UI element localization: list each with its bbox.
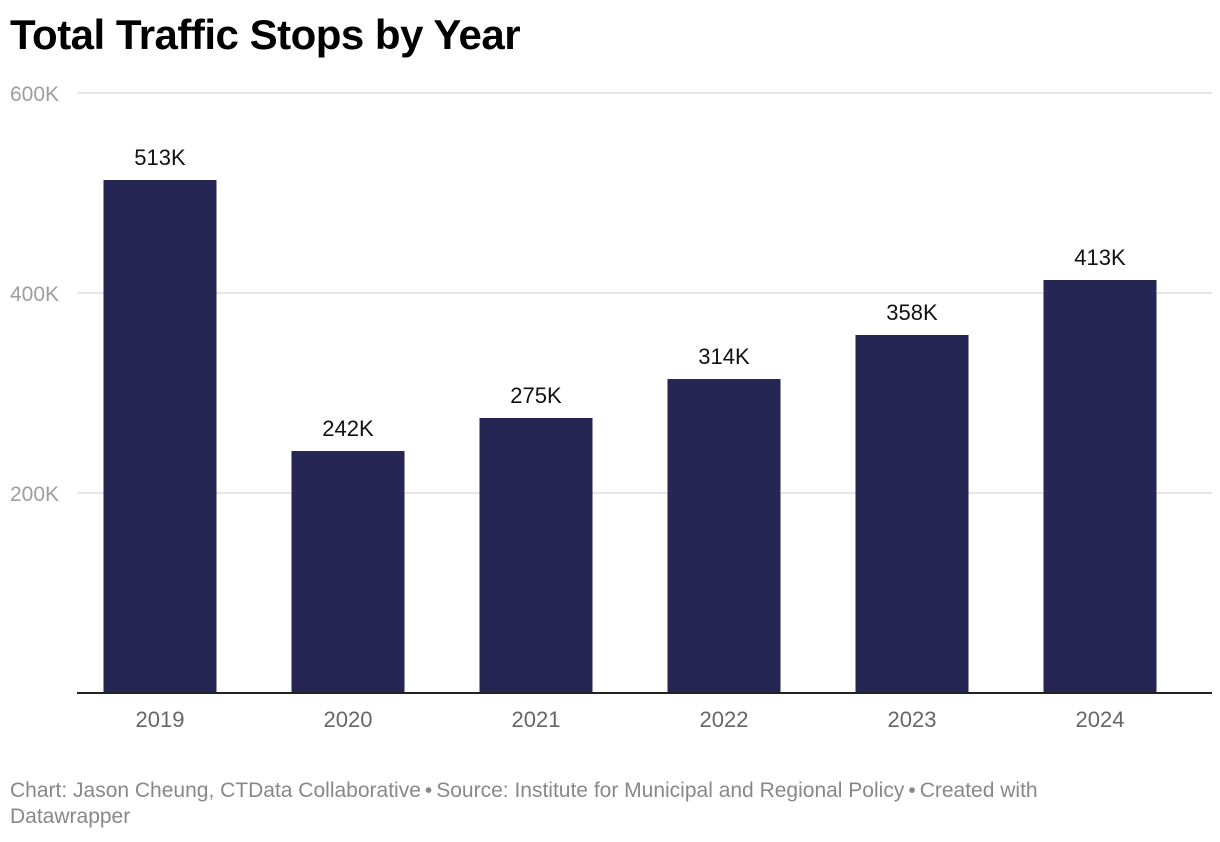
gridlines bbox=[77, 92, 1212, 494]
y-axis-ticks: 200K 400K 600K bbox=[10, 83, 59, 506]
footer-source: Source: Institute for Municipal and Regi… bbox=[436, 779, 905, 802]
bar bbox=[855, 335, 969, 693]
chart-title: Total Traffic Stops by Year bbox=[10, 11, 521, 58]
bar-value-label: 513K bbox=[134, 145, 186, 170]
bar bbox=[1043, 280, 1157, 693]
y-tick-label: 600K bbox=[10, 83, 59, 106]
y-tick-label: 400K bbox=[10, 283, 59, 306]
x-tick-label: 2022 bbox=[700, 707, 749, 732]
bars bbox=[103, 180, 1157, 693]
bar bbox=[291, 451, 405, 693]
bar-value-label: 413K bbox=[1074, 245, 1126, 270]
bar-chart: 200K 400K 600K 513K 242K 275K 314K 358K 413K 20… bbox=[10, 83, 1212, 732]
x-tick-label: 2019 bbox=[136, 707, 185, 732]
footer-separator: • bbox=[424, 779, 433, 802]
footer-credit: Chart: Jason Cheung, CTData Collaborativ… bbox=[10, 779, 421, 802]
bar-value-label: 242K bbox=[322, 416, 374, 441]
x-tick-label: 2021 bbox=[512, 707, 561, 732]
x-tick-label: 2020 bbox=[324, 707, 373, 732]
chart-footer: Chart: Jason Cheung, CTData Collaborativ… bbox=[10, 778, 1110, 830]
x-axis-ticks: 2019 2020 2021 2022 2023 2024 bbox=[136, 707, 1125, 732]
bar bbox=[479, 418, 593, 693]
bar bbox=[667, 379, 781, 693]
y-tick-label: 200K bbox=[10, 483, 59, 506]
bar bbox=[103, 180, 217, 693]
x-tick-label: 2023 bbox=[888, 707, 937, 732]
bar-value-label: 358K bbox=[886, 300, 938, 325]
footer-tool: Created with Datawrapper bbox=[10, 779, 1038, 828]
x-tick-label: 2024 bbox=[1076, 707, 1125, 732]
bar-value-label: 275K bbox=[510, 383, 562, 408]
bar-value-label: 314K bbox=[698, 344, 750, 369]
data-labels: 513K 242K 275K 314K 358K 413K bbox=[134, 145, 1126, 441]
footer-separator: • bbox=[908, 779, 916, 802]
